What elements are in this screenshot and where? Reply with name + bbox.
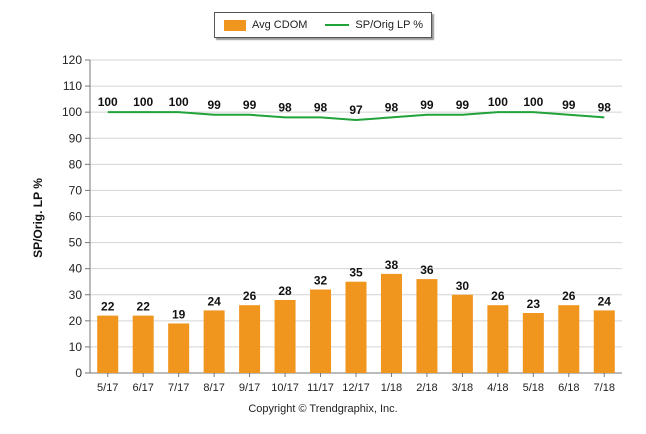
y-tick-label: 40 [69,262,83,276]
y-tick-label: 110 [63,79,82,93]
bar [558,305,580,373]
bar [239,305,261,373]
line-data-label: 98 [598,100,612,114]
y-tick-label: 70 [69,183,83,197]
bar-data-label: 22 [101,300,115,314]
bar-data-label: 22 [137,300,151,314]
x-tick-label: 6/17 [132,382,153,394]
bar [487,305,509,373]
line-data-label: 98 [314,100,328,114]
line-data-label: 100 [488,95,508,109]
bar-data-label: 26 [243,289,257,303]
line-series-sp-orig [107,111,605,121]
x-tick-label: 2/18 [416,382,437,394]
bar-data-label: 32 [314,274,328,288]
y-tick-label: 50 [69,236,83,250]
y-tick-label: 80 [69,157,83,171]
x-tick-label: 12/17 [342,382,370,394]
bar-data-label: 24 [598,294,612,308]
legend-swatch-bar [224,19,246,31]
line-data-label: 100 [98,95,118,109]
bar-data-label: 23 [527,297,541,311]
line-data-label: 99 [207,98,221,112]
x-tick-label: 10/17 [271,382,299,394]
line-data-label: 100 [169,95,189,109]
x-tick-label: 1/18 [381,382,402,394]
bar [203,310,225,373]
legend-swatch-line [325,24,350,26]
line-data-label: 99 [456,98,470,112]
bar [593,310,615,373]
legend-item-line: SP/Orig LP % [307,19,423,31]
bar [345,281,367,373]
y-tick-label: 30 [69,288,83,302]
bar-data-label: 38 [385,258,399,272]
copyright-text: Copyright © Trendgraphix, Inc. [248,403,398,415]
bar-data-label: 30 [456,279,470,293]
line-data-label: 97 [349,103,363,117]
bar [522,313,544,373]
y-tick-label: 60 [69,210,83,224]
x-tick-label: 5/17 [97,382,118,394]
legend-label-bar: Avg CDOM [252,19,308,31]
bar-data-label: 24 [207,294,221,308]
bar [310,289,332,373]
x-tick-label: 7/18 [594,382,615,394]
x-tick-label: 9/17 [239,382,260,394]
bar [274,299,296,373]
x-tick-label: 5/18 [523,382,544,394]
y-tick-label: 100 [62,105,82,119]
y-tick-label: 20 [69,314,83,328]
bar-data-label: 26 [562,289,576,303]
legend-item-bar: Avg CDOM [215,19,307,31]
y-tick-label: 120 [62,53,82,67]
x-tick-label: 8/17 [203,382,224,394]
bar-data-label: 28 [278,284,292,298]
bar-data-label: 19 [172,307,186,321]
x-tick-label: 4/18 [487,382,508,394]
line-data-label: 100 [523,95,543,109]
y-tick-label: 90 [69,131,83,145]
bar [168,323,190,373]
line-data-label: 99 [562,98,576,112]
bar [416,279,438,373]
bar [451,294,473,373]
x-tick-label: 3/18 [452,382,473,394]
bar [97,315,119,373]
line-data-label: 99 [420,98,434,112]
bar-data-label: 35 [349,266,363,280]
line-data-label: 100 [133,95,153,109]
bar-data-label: 26 [491,289,505,303]
bar [380,273,402,373]
x-tick-label: 6/18 [558,382,579,394]
x-tick-label: 11/17 [307,382,334,394]
legend: Avg CDOM SP/Orig LP % [214,12,432,38]
legend-label-line: SP/Orig LP % [355,19,424,31]
bar [132,315,154,373]
line-data-label: 98 [278,100,292,114]
line-data-label: 99 [243,98,257,112]
y-tick-label: 10 [69,340,83,354]
x-tick-label: 7/17 [168,382,189,394]
line-data-label: 98 [385,100,399,114]
y-tick-label: 0 [75,366,82,380]
y-axis-title: SP/Orig. LP % [31,178,45,258]
bar-data-label: 36 [420,263,434,277]
